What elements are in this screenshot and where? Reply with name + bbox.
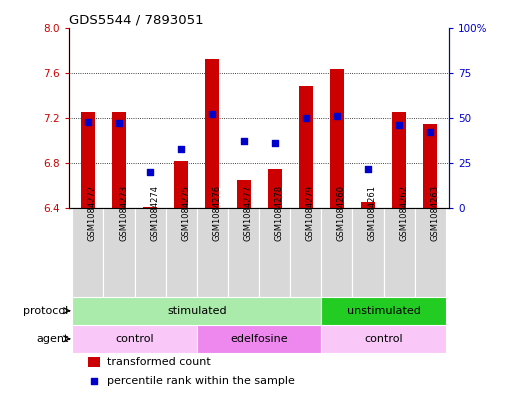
Bar xyxy=(72,208,104,297)
Text: protocol: protocol xyxy=(24,306,69,316)
Text: percentile rank within the sample: percentile rank within the sample xyxy=(107,376,295,386)
Text: stimulated: stimulated xyxy=(167,306,227,316)
Text: control: control xyxy=(115,334,154,344)
Text: GSM1084275: GSM1084275 xyxy=(181,185,190,241)
Bar xyxy=(392,112,406,208)
Point xyxy=(395,122,403,128)
Bar xyxy=(166,208,197,297)
Text: GSM1084260: GSM1084260 xyxy=(337,185,346,241)
Bar xyxy=(268,169,282,208)
Bar xyxy=(321,208,352,297)
Bar xyxy=(321,297,446,325)
Text: GSM1084272: GSM1084272 xyxy=(88,185,97,241)
Bar xyxy=(228,208,259,297)
Text: control: control xyxy=(364,334,403,344)
Bar xyxy=(143,207,157,208)
Text: GDS5544 / 7893051: GDS5544 / 7893051 xyxy=(69,13,204,26)
Bar xyxy=(174,161,188,208)
Bar xyxy=(290,208,321,297)
Bar xyxy=(81,112,95,208)
Text: GSM1084263: GSM1084263 xyxy=(430,185,439,241)
Point xyxy=(364,165,372,172)
Bar xyxy=(384,208,415,297)
Point xyxy=(270,140,279,146)
Bar xyxy=(330,69,344,208)
Text: agent: agent xyxy=(36,334,69,344)
Bar xyxy=(88,357,100,367)
Bar xyxy=(361,202,375,208)
Point xyxy=(115,120,123,127)
Point xyxy=(302,115,310,121)
Point xyxy=(84,118,92,125)
Text: GSM1084279: GSM1084279 xyxy=(306,185,315,241)
Text: transformed count: transformed count xyxy=(107,357,211,367)
Text: GSM1084262: GSM1084262 xyxy=(399,185,408,241)
Text: GSM1084261: GSM1084261 xyxy=(368,185,377,241)
Bar xyxy=(197,208,228,297)
Text: GSM1084276: GSM1084276 xyxy=(212,185,222,241)
Text: GSM1084274: GSM1084274 xyxy=(150,185,159,241)
Text: GSM1084278: GSM1084278 xyxy=(274,185,284,241)
Bar xyxy=(134,208,166,297)
Bar xyxy=(197,325,321,353)
Text: unstimulated: unstimulated xyxy=(347,306,421,316)
Bar xyxy=(236,180,250,208)
Point xyxy=(90,378,98,384)
Bar xyxy=(104,208,134,297)
Bar xyxy=(321,325,446,353)
Point xyxy=(333,113,341,119)
Text: GSM1084277: GSM1084277 xyxy=(244,185,252,241)
Point xyxy=(208,111,216,118)
Point xyxy=(426,129,435,136)
Bar xyxy=(72,297,321,325)
Bar xyxy=(112,112,126,208)
Bar xyxy=(72,325,197,353)
Text: GSM1084273: GSM1084273 xyxy=(119,185,128,241)
Point xyxy=(177,145,185,152)
Bar xyxy=(352,208,384,297)
Bar xyxy=(415,208,446,297)
Text: edelfosine: edelfosine xyxy=(230,334,288,344)
Bar xyxy=(423,123,437,208)
Point xyxy=(240,138,248,145)
Bar xyxy=(205,59,220,208)
Bar xyxy=(259,208,290,297)
Point xyxy=(146,169,154,175)
Bar xyxy=(299,86,313,208)
